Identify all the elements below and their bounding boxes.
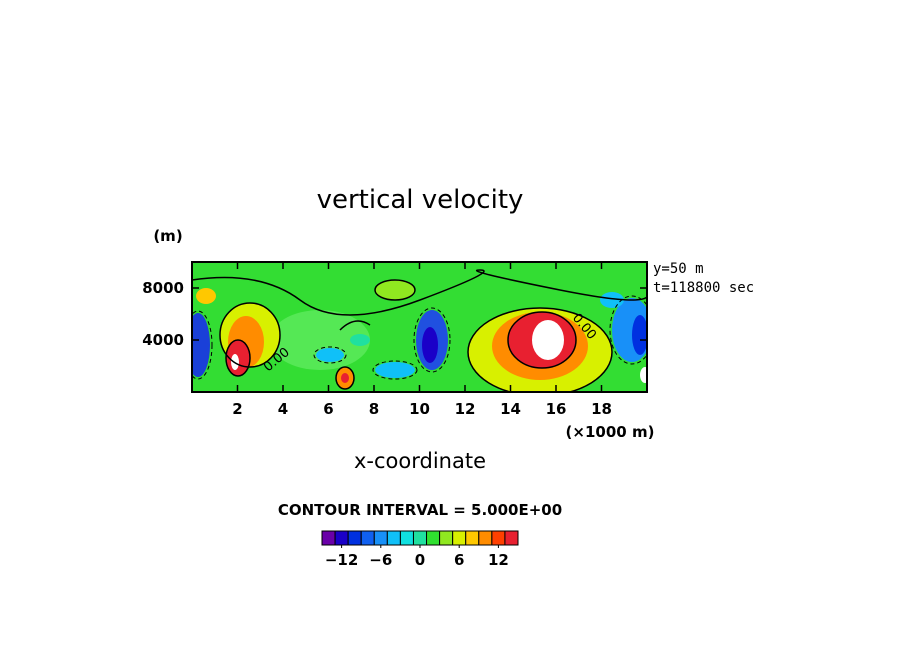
colorbar-bin bbox=[491, 530, 506, 546]
x-tick-label: 4 bbox=[278, 400, 288, 418]
x-tick-label: 16 bbox=[546, 400, 567, 418]
colorbar-bin bbox=[399, 530, 414, 546]
colorbar-bin bbox=[347, 530, 362, 546]
colorbar-bin bbox=[465, 530, 480, 546]
y-unit: (m) bbox=[153, 227, 182, 245]
colorbar-bin bbox=[478, 530, 493, 546]
colorbar-tick-label: −12 bbox=[325, 551, 358, 569]
colorbar-tick-label: −6 bbox=[369, 551, 392, 569]
annotation: y=50 m bbox=[653, 261, 704, 277]
annotation: t=118800 sec bbox=[653, 280, 754, 296]
colorbar-bin bbox=[386, 530, 401, 546]
colorbar-bin bbox=[439, 530, 454, 546]
colorbar-tick-label: 12 bbox=[488, 551, 509, 569]
x-tick-label: 12 bbox=[455, 400, 476, 418]
chart-title: vertical velocity bbox=[317, 185, 524, 215]
colorbar-bin bbox=[426, 530, 441, 546]
x-axis-label: x-coordinate bbox=[354, 449, 486, 473]
x-tick-label: 2 bbox=[232, 400, 242, 418]
y-tick-label: 8000 bbox=[142, 279, 184, 297]
colorbar-bin bbox=[452, 530, 467, 546]
x-tick-label: 8 bbox=[369, 400, 379, 418]
colorbar-bin bbox=[412, 530, 428, 546]
x-tick-label: 14 bbox=[500, 400, 521, 418]
contour-field bbox=[192, 262, 647, 392]
colorbar-bin bbox=[360, 530, 375, 546]
x-tick-label: 10 bbox=[409, 400, 430, 418]
x-unit: (×1000 m) bbox=[566, 423, 655, 441]
colorbar-bin bbox=[504, 530, 519, 546]
x-tick-label: 6 bbox=[323, 400, 333, 418]
y-tick-label: 4000 bbox=[142, 331, 184, 349]
x-tick-label: 18 bbox=[591, 400, 612, 418]
colorbar-bin bbox=[373, 530, 388, 546]
colorbar-tick-label: 6 bbox=[454, 551, 464, 569]
colorbar-bin bbox=[321, 530, 336, 546]
contour-interval: CONTOUR INTERVAL = 5.000E+00 bbox=[278, 501, 562, 519]
colorbar-bin bbox=[334, 530, 349, 546]
colorbar-tick-label: 0 bbox=[415, 551, 425, 569]
